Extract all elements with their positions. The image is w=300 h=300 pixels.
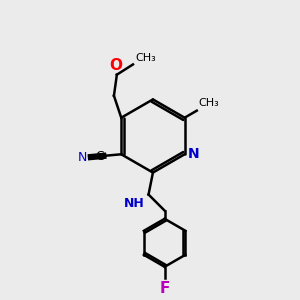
Text: F: F [160,281,170,296]
Text: N: N [188,147,200,161]
Text: C: C [95,150,104,163]
Text: CH₃: CH₃ [135,53,156,63]
Text: NH: NH [124,197,145,210]
Text: CH₃: CH₃ [198,98,219,108]
Text: N: N [77,151,87,164]
Text: O: O [109,58,122,73]
